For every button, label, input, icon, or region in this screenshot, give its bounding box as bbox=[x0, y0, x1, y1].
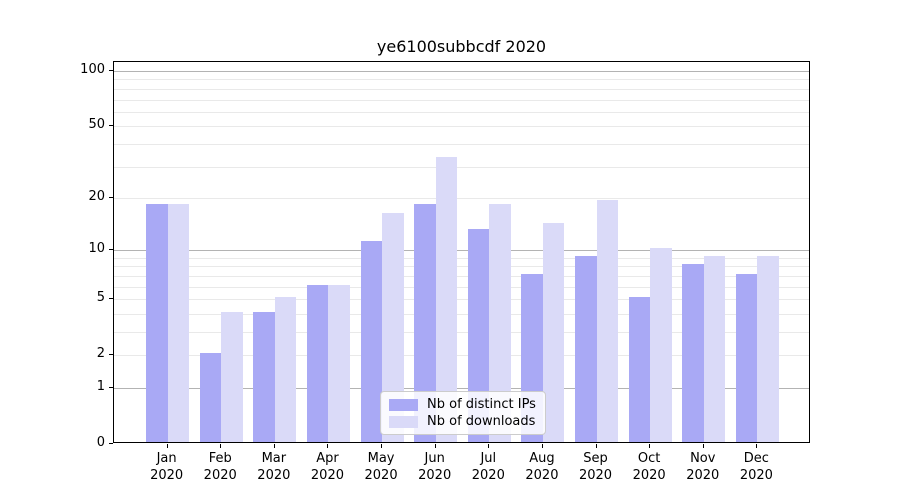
x-tick-label: May 2020 bbox=[364, 451, 398, 483]
bar-distinct-ips bbox=[253, 311, 275, 442]
x-tick bbox=[220, 444, 222, 448]
gridline-minor bbox=[114, 88, 809, 90]
y-tick bbox=[109, 298, 113, 300]
bar-distinct-ips bbox=[360, 241, 383, 442]
bar-distinct-ips bbox=[307, 284, 329, 442]
bar-downloads bbox=[757, 255, 779, 442]
bar-downloads bbox=[489, 204, 511, 442]
bar-downloads bbox=[274, 297, 297, 442]
y-tick bbox=[109, 70, 113, 72]
legend: Nb of distinct IPs Nb of downloads bbox=[380, 391, 546, 435]
legend-label-distinct-ips: Nb of distinct IPs bbox=[427, 397, 536, 412]
x-tick bbox=[488, 444, 490, 448]
bar-downloads bbox=[328, 284, 350, 442]
bar-layer bbox=[114, 62, 809, 442]
legend-entry-downloads: Nb of downloads bbox=[389, 414, 536, 429]
x-tick-label: Feb 2020 bbox=[203, 451, 237, 483]
bar-distinct-ips bbox=[735, 273, 758, 442]
plot-area: Nb of distinct IPs Nb of downloads bbox=[113, 61, 810, 443]
x-tick-label: Sep 2020 bbox=[578, 451, 613, 483]
gridline-minor bbox=[114, 355, 809, 357]
y-tick bbox=[109, 354, 113, 356]
bar-downloads bbox=[542, 223, 565, 442]
gridline-minor bbox=[114, 266, 809, 268]
gridline-major bbox=[114, 250, 809, 252]
y-tick-label: 20 bbox=[88, 188, 105, 204]
x-tick-label: Jan 2020 bbox=[150, 451, 184, 483]
x-tick bbox=[434, 444, 436, 448]
y-tick-label: 1 bbox=[96, 378, 105, 394]
gridline-minor bbox=[114, 79, 809, 81]
gridline-minor bbox=[114, 143, 809, 145]
bar-downloads bbox=[703, 255, 726, 442]
bar-distinct-ips bbox=[682, 264, 704, 442]
x-tick-label: Nov 2020 bbox=[686, 451, 720, 483]
x-tick bbox=[649, 444, 651, 448]
x-tick-label: Apr 2020 bbox=[310, 451, 344, 483]
gridline-minor bbox=[114, 299, 809, 301]
legend-entry-distinct-ips: Nb of distinct IPs bbox=[389, 397, 536, 412]
grid-layer bbox=[114, 62, 809, 442]
chart-title: ye6100subbcdf 2020 bbox=[376, 37, 547, 56]
x-tick bbox=[273, 444, 275, 448]
gridline-minor bbox=[114, 126, 809, 128]
x-tick-label: Oct 2020 bbox=[632, 451, 666, 483]
y-tick bbox=[109, 249, 113, 251]
y-tick bbox=[109, 443, 113, 444]
x-tick bbox=[541, 444, 543, 448]
x-tick bbox=[756, 444, 758, 448]
bar-distinct-ips bbox=[575, 255, 597, 442]
x-tick bbox=[381, 444, 383, 448]
gridline-major bbox=[114, 71, 809, 73]
y-tick-label: 50 bbox=[88, 117, 105, 133]
bar-downloads bbox=[382, 213, 404, 442]
x-tick bbox=[595, 444, 597, 448]
x-tick-label: Aug 2020 bbox=[525, 451, 559, 483]
bar-downloads bbox=[596, 199, 618, 442]
legend-swatch-downloads bbox=[389, 415, 418, 428]
bar-distinct-ips bbox=[467, 228, 490, 442]
y-tick bbox=[109, 386, 113, 388]
gridline-minor bbox=[114, 331, 809, 333]
y-tick-label: 2 bbox=[96, 346, 105, 362]
x-tick bbox=[702, 444, 704, 448]
y-tick-label: 0 bbox=[96, 435, 105, 450]
gridline-minor bbox=[114, 166, 809, 168]
gridline-minor bbox=[114, 111, 809, 113]
x-tick bbox=[166, 444, 168, 448]
y-tick-label: 10 bbox=[88, 241, 105, 257]
bar-distinct-ips bbox=[199, 353, 222, 442]
gridline-minor bbox=[114, 275, 809, 277]
gridline-major bbox=[114, 387, 809, 389]
y-tick bbox=[109, 125, 113, 127]
x-tick-label: Jun 2020 bbox=[418, 451, 452, 483]
x-tick-label: Jul 2020 bbox=[471, 451, 505, 483]
legend-label-downloads: Nb of downloads bbox=[427, 414, 536, 429]
bar-downloads bbox=[435, 157, 458, 442]
bar-distinct-ips bbox=[628, 297, 651, 442]
bar-downloads bbox=[650, 248, 672, 442]
y-tick-label: 5 bbox=[96, 290, 105, 306]
y-tick bbox=[109, 196, 113, 198]
bar-distinct-ips bbox=[146, 204, 168, 442]
legend-swatch-distinct-ips bbox=[389, 398, 418, 411]
gridline-minor bbox=[114, 257, 809, 259]
gridline-minor bbox=[114, 286, 809, 288]
gridline-minor bbox=[114, 197, 809, 199]
bar-downloads bbox=[221, 311, 243, 442]
x-tick-label: Dec 2020 bbox=[739, 451, 773, 483]
gridline-minor bbox=[114, 99, 809, 101]
bar-downloads bbox=[167, 204, 190, 442]
y-tick-label: 100 bbox=[80, 62, 105, 78]
bar-distinct-ips bbox=[414, 204, 436, 442]
gridline-minor bbox=[114, 313, 809, 315]
x-tick bbox=[327, 444, 329, 448]
x-tick-label: Mar 2020 bbox=[257, 451, 291, 483]
